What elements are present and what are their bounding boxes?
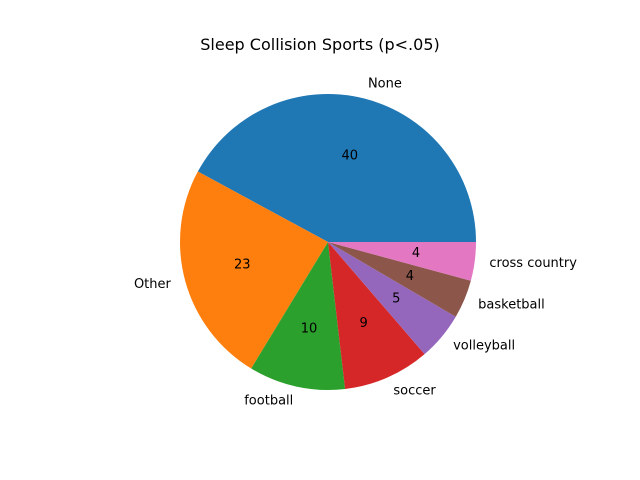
category-label-volleyball: volleyball bbox=[453, 339, 515, 354]
category-label-cross-country: cross country bbox=[489, 256, 577, 271]
category-label-football: football bbox=[244, 394, 293, 409]
value-label-soccer: 9 bbox=[360, 316, 368, 331]
value-label-football: 10 bbox=[301, 321, 318, 336]
chart-title: Sleep Collision Sports (p<.05) bbox=[200, 35, 440, 54]
category-label-none: None bbox=[368, 77, 402, 92]
value-label-cross-country: 4 bbox=[412, 246, 420, 261]
value-label-volleyball: 5 bbox=[392, 291, 400, 306]
pie-slice-football bbox=[251, 242, 346, 390]
value-label-basketball: 4 bbox=[406, 269, 414, 284]
pie-slice-volleyball bbox=[328, 242, 456, 355]
pie-slice-cross-country bbox=[328, 242, 476, 281]
category-label-soccer: soccer bbox=[393, 384, 436, 399]
value-label-none: 40 bbox=[342, 148, 359, 163]
pie-slice-other bbox=[180, 171, 328, 369]
pie-slices bbox=[180, 93, 477, 390]
pie-slice-none bbox=[197, 93, 477, 242]
pie-category-labels: None Other football soccer volleyball basketb… bbox=[134, 77, 577, 409]
category-label-basketball: basketball bbox=[478, 297, 545, 312]
pie-slice-soccer bbox=[328, 242, 425, 390]
value-label-other: 23 bbox=[234, 258, 251, 273]
pie-slice-basketball bbox=[328, 242, 471, 317]
category-label-other: Other bbox=[134, 277, 172, 292]
